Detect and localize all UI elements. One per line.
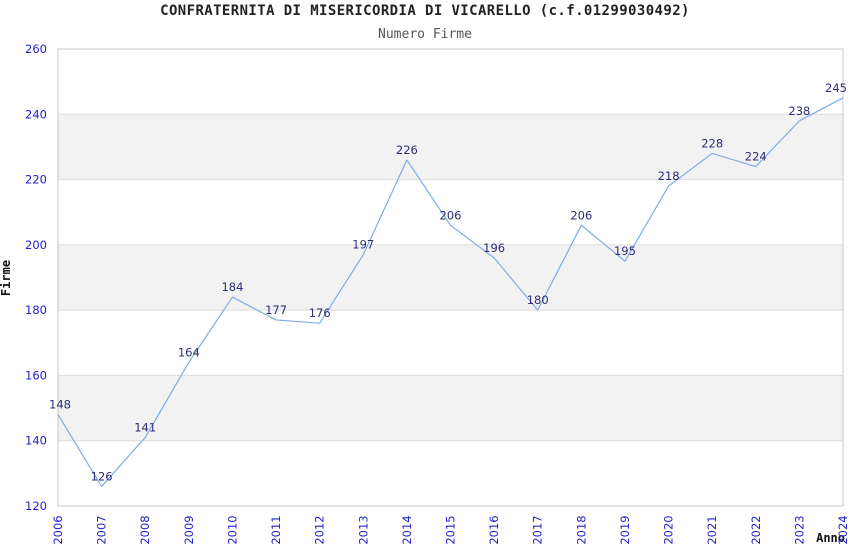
x-tick-label: 2022 xyxy=(749,515,763,544)
y-tick-label: 220 xyxy=(25,173,47,187)
x-tick-label: 2024 xyxy=(836,515,850,544)
x-tick-label: 2009 xyxy=(182,515,196,544)
data-point-label: 224 xyxy=(745,150,767,164)
x-tick-label: 2023 xyxy=(792,515,806,544)
y-tick-label: 120 xyxy=(25,499,47,513)
x-tick-label: 2016 xyxy=(487,515,501,544)
data-point-label: 238 xyxy=(788,104,810,118)
x-tick-label: 2012 xyxy=(313,515,327,544)
x-tick-label: 2007 xyxy=(95,515,109,544)
data-point-label: 184 xyxy=(221,280,243,294)
x-tick-label: 2017 xyxy=(531,515,545,544)
x-tick-label: 2015 xyxy=(444,515,458,544)
data-point-label: 180 xyxy=(527,293,549,307)
data-point-label: 218 xyxy=(658,169,680,183)
plot-band xyxy=(58,375,843,441)
plot-band xyxy=(58,49,843,115)
data-point-label: 228 xyxy=(701,136,723,150)
y-tick-label: 260 xyxy=(25,42,47,56)
x-tick-label: 2006 xyxy=(51,515,65,544)
chart-subtitle: Numero Firme xyxy=(378,27,472,42)
x-tick-label: 2011 xyxy=(269,515,283,544)
y-tick-label: 160 xyxy=(25,368,47,382)
chart-title: CONFRATERNITA DI MISERICORDIA DI VICAREL… xyxy=(160,3,690,19)
data-point-label: 141 xyxy=(134,420,156,434)
y-tick-label: 180 xyxy=(25,303,47,317)
data-point-label: 245 xyxy=(825,81,847,95)
y-tick-label: 200 xyxy=(25,238,47,252)
data-point-label: 177 xyxy=(265,303,287,317)
data-point-label: 226 xyxy=(396,143,418,157)
data-line xyxy=(57,97,844,488)
x-tick-label: 2013 xyxy=(356,515,370,544)
x-tick-label: 2010 xyxy=(225,515,239,544)
data-point-label: 164 xyxy=(178,345,200,359)
x-tick-label: 2020 xyxy=(662,515,676,544)
y-tick-label: 240 xyxy=(25,107,47,121)
x-tick-label: 2008 xyxy=(138,515,152,544)
plot-band xyxy=(58,244,843,311)
x-tick-label: 2019 xyxy=(618,515,632,544)
data-point-label: 196 xyxy=(483,241,505,255)
x-axis-title: Anno xyxy=(816,531,845,545)
data-point-label: 176 xyxy=(309,306,331,320)
data-point-label: 195 xyxy=(614,244,636,258)
data-point-label: 206 xyxy=(570,208,592,222)
plot-border xyxy=(57,48,844,507)
y-tick-label: 140 xyxy=(25,434,47,448)
plot-band xyxy=(58,440,843,506)
data-point-label: 206 xyxy=(440,208,462,222)
plot-band xyxy=(58,310,843,376)
data-point-label: 197 xyxy=(352,238,374,252)
x-tick-label: 2021 xyxy=(705,515,719,544)
x-tick-label: 2018 xyxy=(574,515,588,544)
plot-band xyxy=(58,114,843,180)
data-point-label: 126 xyxy=(91,469,113,483)
plot-band xyxy=(58,179,843,245)
data-point-label: 148 xyxy=(49,398,71,412)
x-tick-label: 2014 xyxy=(400,515,414,544)
